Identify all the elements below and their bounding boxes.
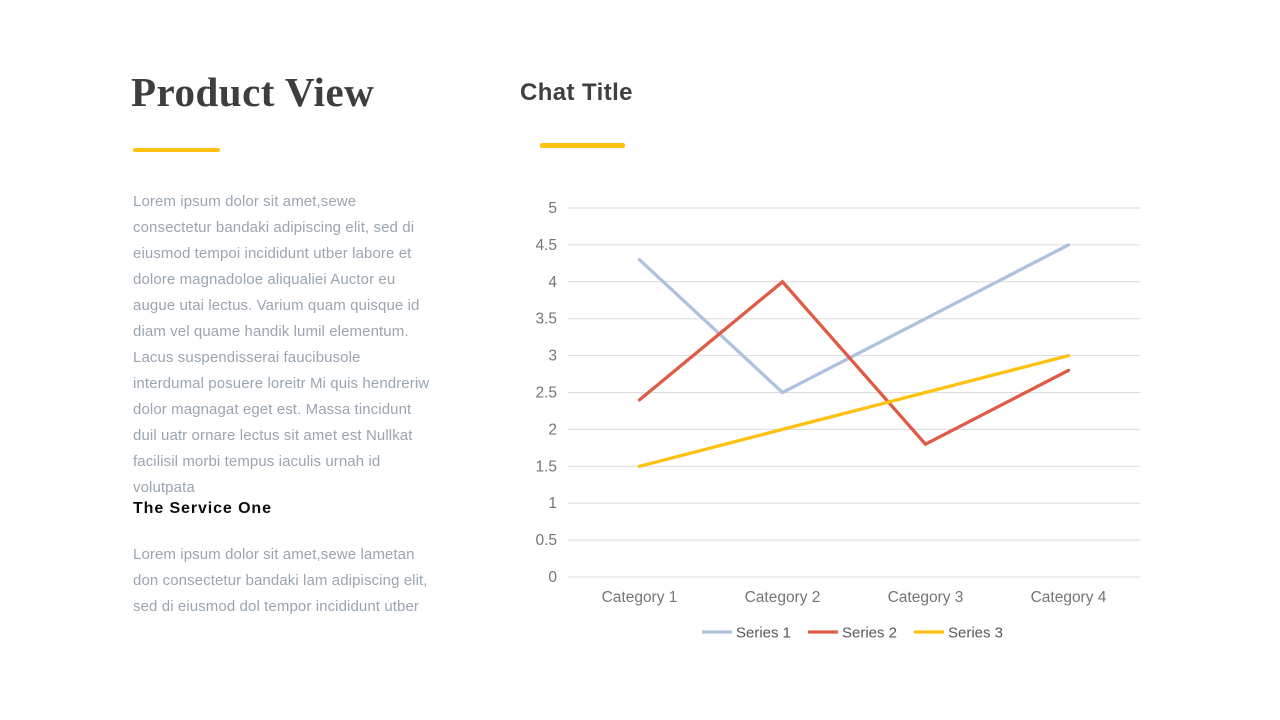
legend-label-series-2: Series 2	[842, 625, 897, 642]
line-chart-container: 0 0.5 1 1.5 2 2.5 3 3.5 4 4.5 5 Category 1 Category …	[520, 185, 1200, 665]
line-chart: 0 0.5 1 1.5 2 2.5 3 3.5 4 4.5 5 Category 1 Category …	[535, 200, 1140, 642]
service-paragraph: Lorem ipsum dolor sit amet,sewe lametan …	[133, 546, 428, 615]
y-axis-tick-label: 1.5	[535, 458, 557, 475]
y-axis-tick-label: 3.5	[535, 311, 557, 328]
x-axis-category-label: Category 3	[888, 589, 964, 606]
x-axis-category-label: Category 1	[602, 589, 678, 606]
y-axis-tick-label: 0	[548, 569, 557, 586]
y-axis-tick-label: 4.5	[535, 237, 557, 254]
x-axis-category-label: Category 2	[745, 589, 821, 606]
series-line-series-2	[637, 279, 1071, 447]
legend-label-series-1: Series 1	[736, 625, 791, 642]
legend-label-series-3: Series 3	[948, 625, 1003, 642]
series-line-series-3	[637, 353, 1071, 468]
service-subheading: The Service One	[133, 500, 272, 517]
y-axis-tick-label: 5	[548, 200, 557, 217]
y-axis-tick-label: 2.5	[535, 385, 557, 402]
chart-title: Chat Title	[520, 79, 633, 106]
y-axis-tick-label: 1	[548, 495, 557, 512]
series-line-series-1	[637, 243, 1071, 395]
y-axis-tick-label: 3	[548, 348, 557, 365]
chart-title-accent-bar	[540, 143, 625, 148]
x-axis-category-label: Category 4	[1031, 589, 1107, 606]
intro-paragraph: Lorem ipsum dolor sit amet,sewe consecte…	[133, 193, 430, 496]
title-accent-bar	[133, 148, 220, 152]
y-axis-tick-label: 2	[548, 421, 557, 438]
y-axis-tick-label: 4	[548, 274, 557, 291]
y-axis-tick-label: 0.5	[535, 532, 557, 549]
page-title: Product View	[131, 69, 375, 115]
